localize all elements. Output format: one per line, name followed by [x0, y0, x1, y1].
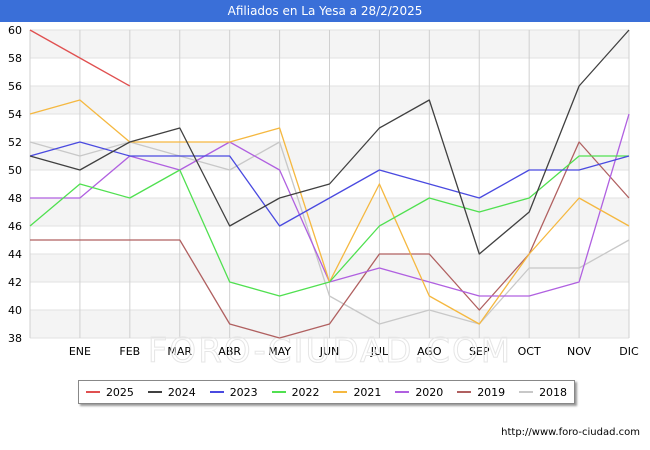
legend-label: 2025 [106, 386, 134, 399]
watermark-text: FORO-CIUDAD.COM [148, 331, 512, 371]
legend-label: 2020 [415, 386, 443, 399]
y-tick-label: 60 [8, 24, 22, 37]
legend-item-2023: 2023 [210, 386, 258, 399]
legend-item-2019: 2019 [457, 386, 505, 399]
y-tick-label: 50 [8, 164, 22, 177]
legend-swatch [148, 391, 162, 393]
legend-item-2020: 2020 [395, 386, 443, 399]
chart-legend: 2025 2024 2023 2022 2021 2020 2019 2018 [78, 380, 575, 404]
legend-label: 2021 [353, 386, 381, 399]
y-tick-label: 48 [8, 192, 22, 205]
y-tick-label: 58 [8, 52, 22, 65]
legend-swatch [272, 391, 286, 393]
x-tick-label: FEB [119, 345, 140, 358]
legend-item-2024: 2024 [148, 386, 196, 399]
legend-item-2021: 2021 [333, 386, 381, 399]
legend-swatch [457, 391, 471, 393]
legend-swatch [210, 391, 224, 393]
y-tick-label: 54 [8, 108, 22, 121]
y-tick-label: 40 [8, 304, 22, 317]
legend-item-2025: 2025 [86, 386, 134, 399]
x-tick-label: OCT [518, 345, 541, 358]
source-url[interactable]: http://www.foro-ciudad.com [501, 427, 640, 438]
x-tick-label: DIC [619, 345, 639, 358]
legend-item-2022: 2022 [272, 386, 320, 399]
x-tick-label: NOV [567, 345, 592, 358]
legend-swatch [395, 391, 409, 393]
legend-label: 2023 [230, 386, 258, 399]
legend-label: 2019 [477, 386, 505, 399]
legend-swatch [519, 391, 533, 393]
legend-swatch [86, 391, 100, 393]
x-tick-label: ENE [69, 345, 91, 358]
y-tick-label: 46 [8, 220, 22, 233]
y-tick-label: 42 [8, 276, 22, 289]
legend-item-2018: 2018 [519, 386, 567, 399]
legend-label: 2024 [168, 386, 196, 399]
legend-label: 2022 [292, 386, 320, 399]
legend-swatch [333, 391, 347, 393]
y-tick-label: 52 [8, 136, 22, 149]
y-tick-label: 38 [8, 332, 22, 345]
legend-label: 2018 [539, 386, 567, 399]
y-tick-label: 56 [8, 80, 22, 93]
y-tick-label: 44 [8, 248, 22, 261]
